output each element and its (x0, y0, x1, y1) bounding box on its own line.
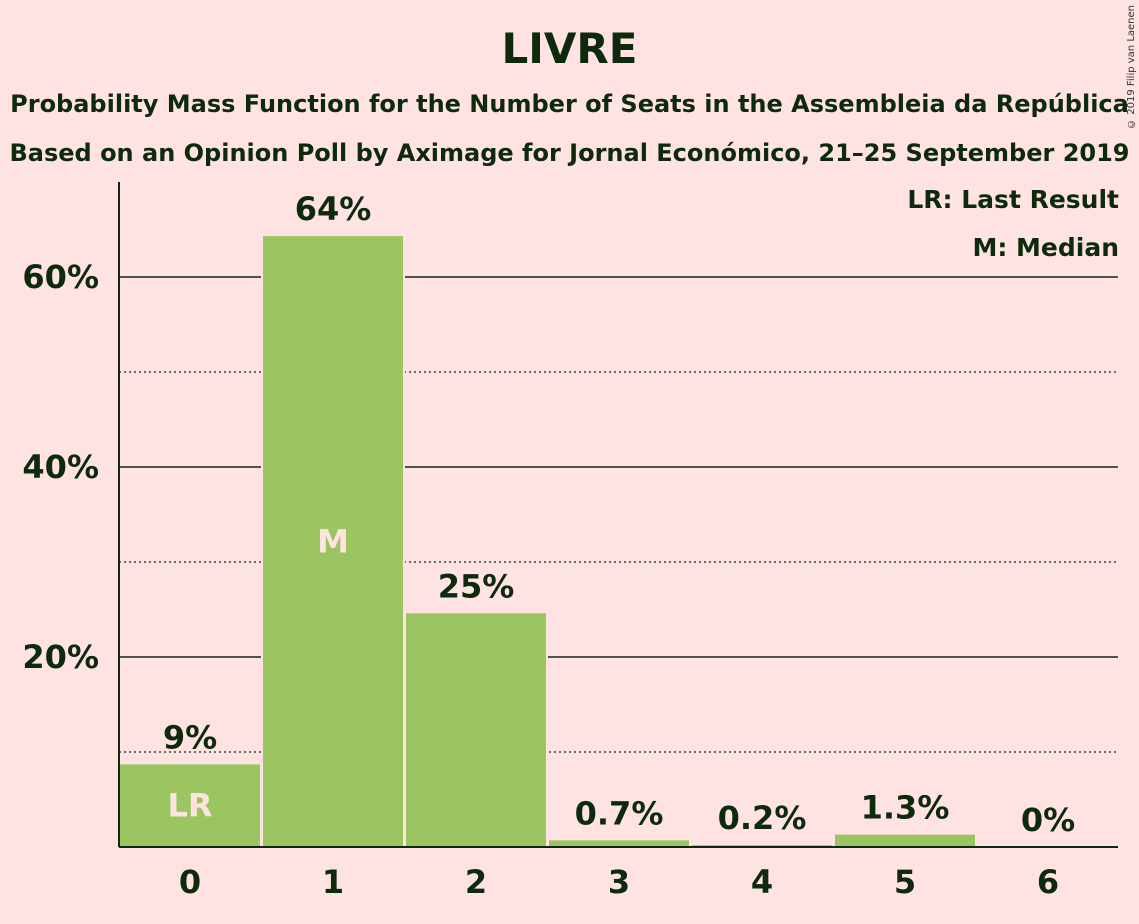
x-tick-label-3: 3 (608, 863, 630, 901)
data-label-5: 1.3% (861, 789, 950, 827)
data-label-1: 64% (295, 190, 372, 228)
x-tick-label-0: 0 (179, 863, 201, 901)
y-tick-label-20: 20% (22, 638, 99, 676)
legend-last-result: LR: Last Result (907, 185, 1119, 214)
data-label-6: 0% (1021, 801, 1075, 839)
x-tick-label-6: 6 (1037, 863, 1059, 901)
bar-2 (406, 613, 546, 847)
data-label-2: 25% (438, 567, 515, 605)
chart-subtitle-source: Based on an Opinion Poll by Aximage for … (9, 139, 1130, 167)
bar-3 (549, 840, 689, 847)
chart-title: LIVRE (501, 24, 638, 73)
x-tick-label-1: 1 (322, 863, 344, 901)
x-tick-label-4: 4 (751, 863, 773, 901)
x-tick-label-5: 5 (894, 863, 916, 901)
bar-marker-m: M (317, 523, 349, 561)
bar-0 (120, 764, 260, 847)
data-label-3: 0.7% (575, 794, 664, 832)
bar-marker-lr: LR (167, 787, 212, 825)
chart-subtitle: Probability Mass Function for the Number… (10, 90, 1129, 118)
data-label-4: 0.2% (718, 799, 807, 837)
x-tick-label-2: 2 (465, 863, 487, 901)
data-label-0: 9% (163, 718, 217, 756)
y-tick-label-40: 40% (22, 448, 99, 486)
y-tick-label-60: 60% (22, 258, 99, 296)
legend-median: M: Median (972, 233, 1119, 262)
bar-5 (835, 834, 975, 847)
bar-1 (263, 236, 403, 847)
